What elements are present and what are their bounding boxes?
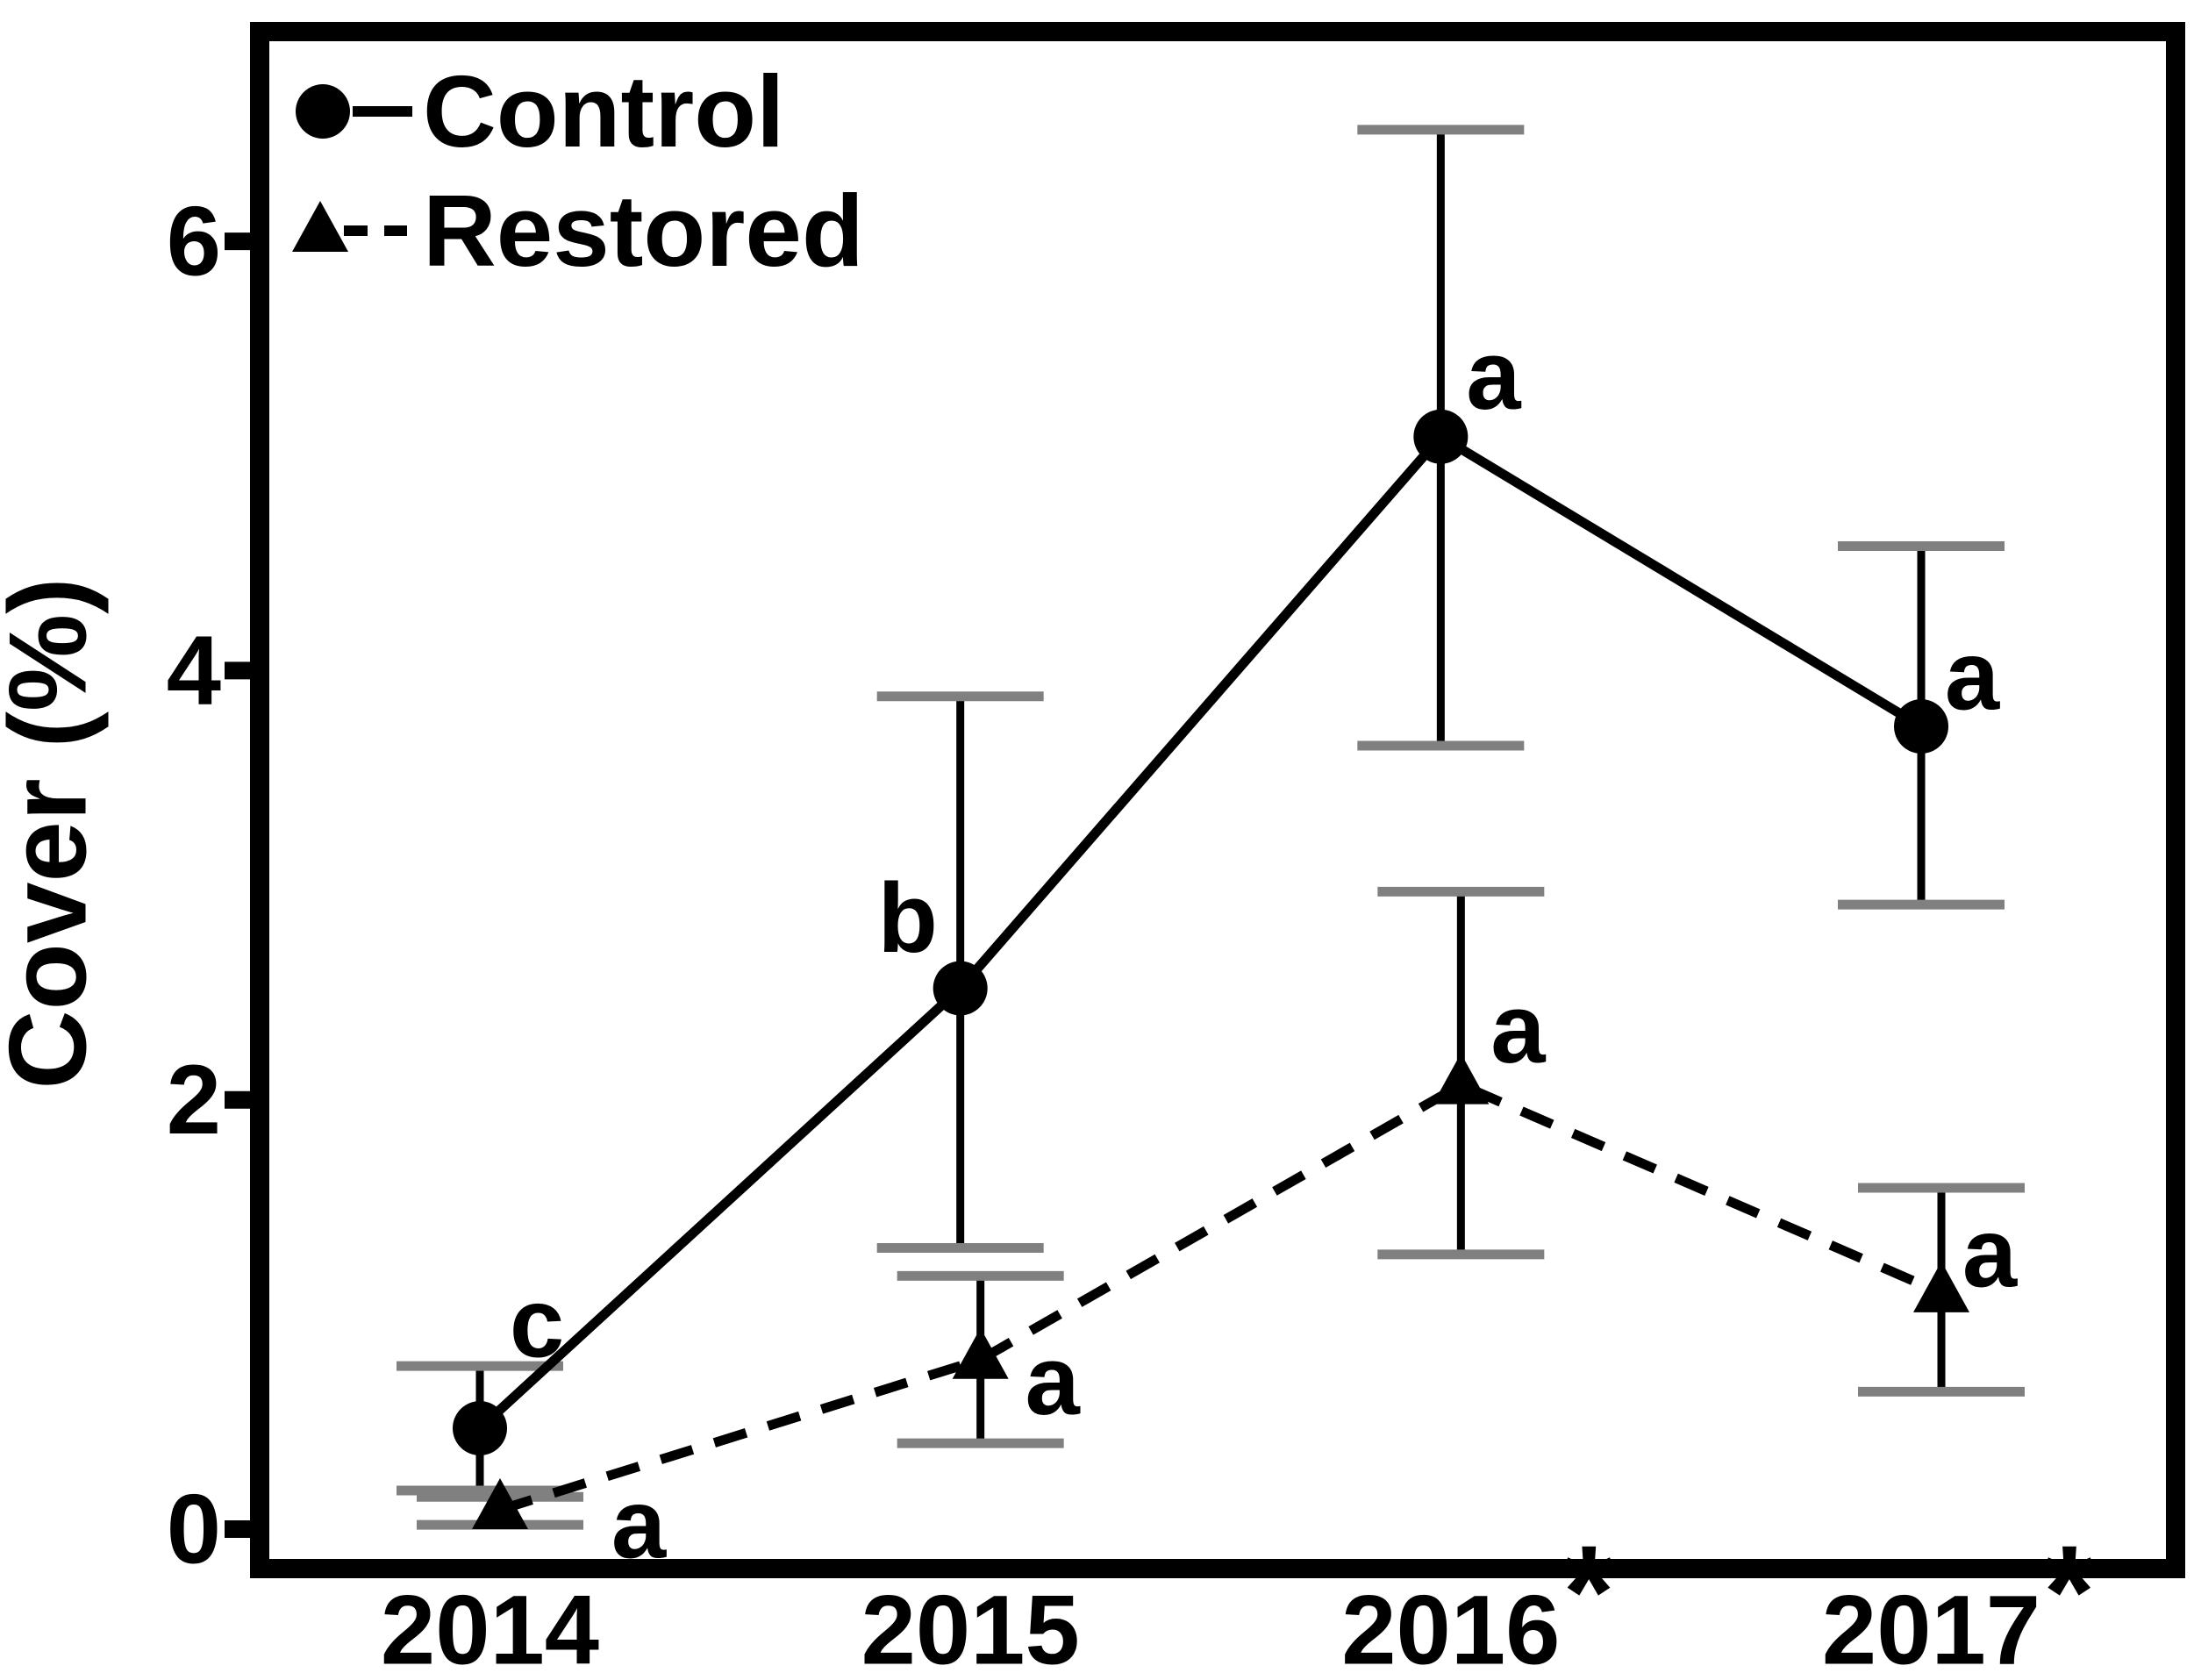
significance-letter: a: [1466, 320, 1521, 430]
significance-letter: a: [1962, 1197, 2018, 1307]
restored-line: [498, 1079, 1944, 1515]
control-point-marker: [1413, 409, 1469, 464]
restored-point-marker: [1433, 1053, 1490, 1105]
significance-letter: a: [1945, 621, 2000, 731]
y-tick-label: 2: [167, 1045, 221, 1155]
significance-letter: c: [510, 1269, 564, 1378]
significance-letter: a: [1026, 1326, 1081, 1435]
legend: Control Restored: [292, 54, 864, 288]
legend-restored-marker-icon: [292, 201, 348, 252]
y-axis-title: Cover (%): [0, 577, 110, 1089]
significance-asterisk: *: [1563, 1518, 1615, 1665]
significance-letter: a: [1490, 974, 1546, 1083]
control-point-marker: [933, 961, 988, 1016]
control-point-marker: [453, 1401, 507, 1456]
x-tick-label: 2015: [861, 1576, 1080, 1680]
legend-control-label: Control: [423, 54, 784, 168]
legend-restored-label: Restored: [423, 174, 864, 288]
x-tick-label: 2014: [381, 1576, 599, 1680]
significance-letter: a: [611, 1469, 667, 1578]
y-tick-label: 6: [167, 187, 221, 297]
control-line: [476, 430, 1924, 1433]
control-point-marker: [1894, 699, 1949, 754]
x-tick-label: 2017: [1822, 1576, 2040, 1680]
significance-asterisk: *: [2044, 1518, 2096, 1665]
y-tick-label: 4: [167, 616, 221, 726]
x-tick-label: 2016: [1341, 1576, 1560, 1680]
y-tick-label: 0: [167, 1475, 221, 1584]
restored-point-marker: [952, 1327, 1009, 1379]
restored-point-marker: [1913, 1261, 1970, 1312]
restored-point-marker: [472, 1477, 528, 1529]
legend-control-marker-icon: [296, 84, 350, 139]
significance-letter: b: [877, 863, 937, 973]
plot-border-box: [250, 22, 2185, 1578]
